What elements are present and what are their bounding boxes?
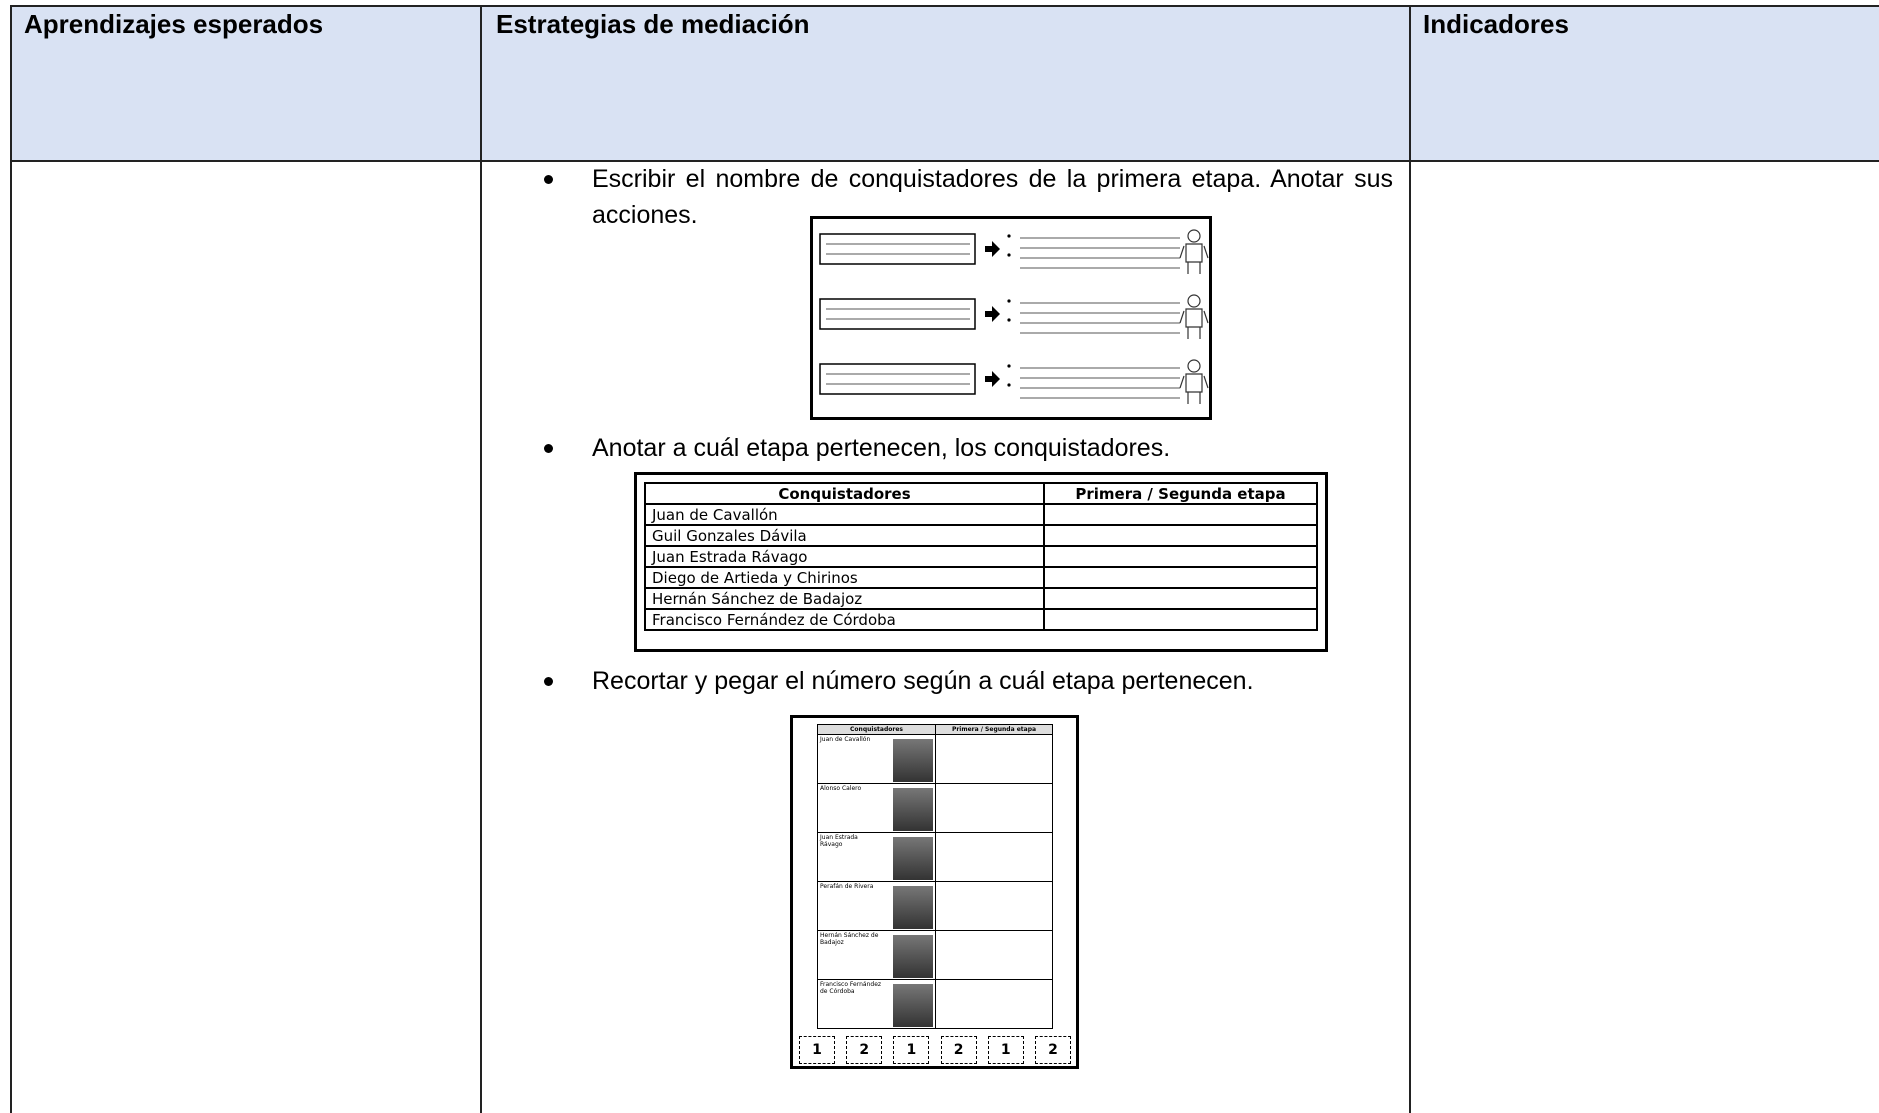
border xyxy=(1409,5,1411,1113)
portrait xyxy=(893,739,933,782)
table-cell xyxy=(935,881,1053,931)
table-cell: Guil Gonzales Dávila xyxy=(644,524,1045,547)
cell-name: Alonso Calero xyxy=(820,785,862,792)
table-cell xyxy=(935,832,1053,882)
header-cell: Estrategias de mediación xyxy=(496,9,810,39)
table-cell xyxy=(1043,503,1318,526)
table-cell xyxy=(1043,608,1318,631)
bullet-text: Escribir el nombre de conquistadores de … xyxy=(592,165,1393,229)
bullet xyxy=(544,175,553,184)
conquerors-table: Conquistadores Primera / Segunda etapa Ju… xyxy=(644,482,1318,631)
number-card: 2 xyxy=(940,1036,977,1064)
table-row: Perafán de Rivera xyxy=(817,881,1053,931)
bullet xyxy=(544,677,553,686)
header-cell: Indicadores xyxy=(1423,9,1569,39)
portrait xyxy=(893,984,933,1027)
table-row: Guil Gonzales Dávila xyxy=(644,524,1318,547)
table-row: Juan Estrada Rávago xyxy=(817,832,1053,882)
table-header: Primera / Segunda etapa xyxy=(935,724,1053,735)
table-row: Hernán Sánchez de Badajoz xyxy=(644,587,1318,610)
border xyxy=(10,5,1879,7)
bullet-text: Anotar a cuál etapa pertenecen, los conq… xyxy=(592,434,1171,462)
table-cell xyxy=(935,734,1053,784)
table-row: Diego de Artieda y Chirinos xyxy=(644,566,1318,589)
table-header: Conquistadores xyxy=(817,724,936,735)
cell-name: Juan de Cavallón xyxy=(820,736,871,743)
number-card: 1 xyxy=(893,1036,930,1064)
table-row: Juan Estrada Rávago xyxy=(644,545,1318,568)
bullet xyxy=(544,444,553,453)
table-cell: Perafán de Rivera xyxy=(817,881,936,931)
actions-diagram xyxy=(810,216,1212,420)
table-cell: Francisco Fernández de Córdoba xyxy=(644,608,1045,631)
table-cell xyxy=(935,930,1053,980)
table-row: Francisco Fernández de Córdoba xyxy=(644,608,1318,631)
table-cell: Juan de Cavallón xyxy=(644,503,1045,526)
border xyxy=(10,160,1879,162)
table-cell xyxy=(1043,545,1318,568)
table-row: Juan de Cavallón xyxy=(644,503,1318,526)
table-cell: Hernán Sánchez de Badajoz xyxy=(644,587,1045,610)
table-cell xyxy=(935,783,1053,833)
table-cell xyxy=(1043,587,1318,610)
portrait xyxy=(893,837,933,880)
table-row: Hernán Sánchez de Badajoz xyxy=(817,930,1053,980)
cell-name: Perafán de Rivera xyxy=(820,883,874,890)
table-cell: Francisco Fernández de Córdoba xyxy=(817,979,936,1029)
table-cell: Hernán Sánchez de Badajoz xyxy=(817,930,936,980)
number-card: 2 xyxy=(846,1036,883,1064)
number-card: 1 xyxy=(799,1036,835,1064)
header-row xyxy=(10,5,1879,161)
conquerors-table-image: Conquistadores Primera / Segunda etapa Ju… xyxy=(634,472,1328,652)
number-card: 2 xyxy=(1034,1036,1071,1064)
header-cell: Aprendizajes esperados xyxy=(24,9,324,39)
table-row: Francisco Fernández de Córdoba xyxy=(817,979,1053,1029)
cut-sheet-image: Conquistadores Primera / Segunda etapa Ju… xyxy=(790,715,1079,1069)
portrait xyxy=(893,788,933,831)
number-card: 1 xyxy=(987,1036,1024,1064)
cell-name: Hernán Sánchez de Badajoz xyxy=(820,932,879,946)
cut-sheet-table: Conquistadores Primera / Segunda etapa Ju… xyxy=(817,724,1053,1029)
diagram-row xyxy=(819,229,1209,274)
border xyxy=(10,5,12,1113)
table-cell xyxy=(1043,566,1318,589)
table-row: Juan de Cavallón xyxy=(817,734,1053,784)
border xyxy=(480,5,482,1113)
table-cell: Alonso Calero xyxy=(817,783,936,833)
portrait xyxy=(893,886,933,929)
cell-name: Francisco Fernández de Córdoba xyxy=(820,981,882,995)
table-cell: Juan Estrada Rávago xyxy=(817,832,936,882)
table-cell: Juan de Cavallón xyxy=(817,734,936,784)
table-cell: Juan Estrada Rávago xyxy=(644,545,1045,568)
cell-name: Juan Estrada Rávago xyxy=(820,834,858,848)
bullet-text: Recortar y pegar el número según a cuál … xyxy=(592,667,1254,695)
table-cell xyxy=(1043,524,1318,547)
table-cell: Diego de Artieda y Chirinos xyxy=(644,566,1045,589)
table-header: Primera / Segunda etapa xyxy=(1043,482,1318,505)
table-header: Conquistadores xyxy=(644,482,1045,505)
portrait xyxy=(893,935,933,978)
table-row: Alonso Calero xyxy=(817,783,1053,833)
table-cell xyxy=(935,979,1053,1029)
